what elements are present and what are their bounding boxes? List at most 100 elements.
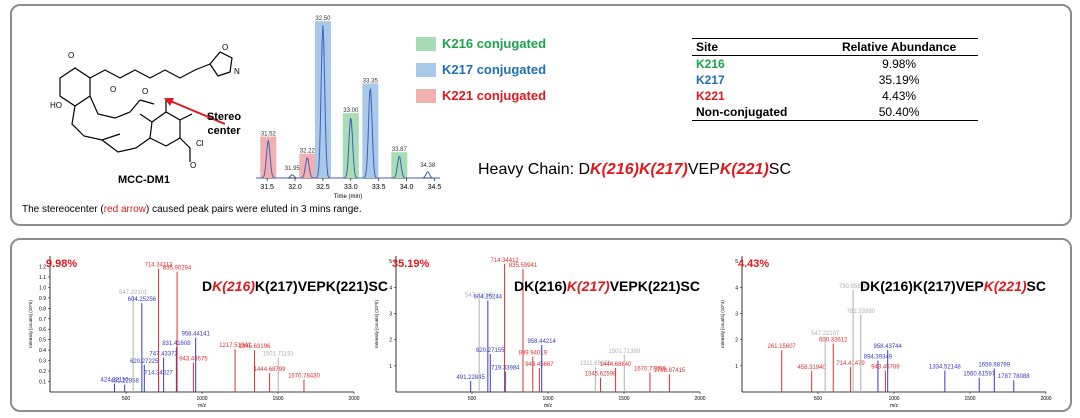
chromatogram-x-tick-label: 33.5 bbox=[372, 184, 386, 191]
spectrum-x-label: m/z bbox=[198, 403, 207, 408]
spectrum-x-tick-label: 1500 bbox=[618, 396, 629, 402]
svg-text:O: O bbox=[142, 87, 148, 96]
chromatogram-peak-box bbox=[342, 113, 359, 178]
spectrum-peak-label: 1311.65979 bbox=[580, 361, 612, 367]
spectrum-x-tick-label: 2000 bbox=[1040, 396, 1051, 402]
legend-label-k217: K217 conjugated bbox=[442, 62, 547, 77]
spectrum-peak-label: 730.85828 bbox=[839, 284, 868, 290]
table-cell-site: K216 bbox=[696, 57, 725, 71]
table-row: K221 4.43% bbox=[692, 88, 978, 104]
table-row: Non-conjugated 50.40% bbox=[692, 104, 978, 121]
spectrum-y-tick-label: 5 bbox=[389, 259, 392, 265]
legend-label-k221: K221 conjugated bbox=[442, 88, 547, 103]
spectrum-y-tick-label: 0.8 bbox=[39, 306, 46, 312]
chromatogram-peak-box bbox=[362, 83, 379, 178]
spectrum-x-label: m/z bbox=[544, 403, 553, 408]
chromatogram-chart: 31.52 31.95 32.22 32.50 33.00 33.35 33.87 34.38… bbox=[256, 16, 441, 200]
spectrum-peak-label: 1345.63196 bbox=[239, 344, 271, 350]
spectrum-peak-label: 714.34412 bbox=[490, 258, 519, 264]
spectrum-k221: 1 2 3 4 5 500 1000 1500 2000 m/z Intensity [counts… bbox=[716, 242, 1056, 409]
caption-text: The stereocenter (red arrow) caused peak… bbox=[22, 204, 362, 215]
spectrum-percent: 9.98% bbox=[46, 258, 78, 270]
spectrum-x-tick-label: 1500 bbox=[964, 396, 975, 402]
spectrum-x-tick-label: 1000 bbox=[888, 396, 899, 402]
mcc-dm1-structure-drawing: HO O O O Cl O O N bbox=[50, 43, 240, 170]
spectrum-peak-label: 547.22101 bbox=[119, 290, 148, 296]
spectrum-y-tick-label: 4 bbox=[389, 285, 392, 291]
spectrum-x-tick-label: 500 bbox=[122, 396, 131, 402]
legend-label-k216: K216 conjugated bbox=[442, 36, 547, 51]
spectrum-peak-label: 714.34113 bbox=[145, 263, 174, 269]
spectrum-y-tick-label: 2 bbox=[389, 338, 392, 344]
spectrum-peak-label: 1659.68799 bbox=[978, 362, 1010, 368]
chromatogram-peak-label: 33.87 bbox=[392, 147, 408, 153]
spectrum-peak-label: 547.22089 bbox=[465, 293, 494, 299]
chromatogram-x-tick-label: 34.0 bbox=[400, 184, 414, 191]
chromatogram-peak-label: 32.22 bbox=[300, 149, 316, 155]
legend-swatch-k217 bbox=[416, 62, 436, 77]
spectrum-x-tick-label: 500 bbox=[814, 396, 823, 402]
spectrum-peak-label: 1444.68799 bbox=[254, 367, 286, 373]
spectrum-y-tick-label: 0.4 bbox=[39, 348, 46, 354]
chromatogram-peak-label: 31.95 bbox=[285, 166, 301, 172]
chromatogram-x-tick-label: 33.0 bbox=[344, 184, 358, 191]
spectrum-peak-label: 781.33990 bbox=[847, 309, 876, 315]
spectrum-x-tick-label: 2000 bbox=[694, 396, 705, 402]
spectrum-peak-label: 620.27155 bbox=[476, 348, 505, 354]
spectrum-x-tick-label: 1000 bbox=[542, 396, 553, 402]
spectrum-y-tick-label: 1 bbox=[735, 364, 738, 370]
spectrum-peak-label: 604.25256 bbox=[128, 297, 157, 303]
spectrum-x-tick-label: 500 bbox=[468, 396, 477, 402]
spectrum-peak-label: 491.22845 bbox=[456, 375, 485, 381]
spectrum-peak-label: 943.45789 bbox=[871, 365, 900, 371]
chromatogram-peak-box bbox=[391, 152, 408, 178]
spectrum-peptide: DK(216)K(217)VEPK(221)SC bbox=[202, 278, 388, 294]
legend-k216: K216 conjugated bbox=[416, 36, 546, 51]
spectrum-peak-label: 1787.78088 bbox=[998, 374, 1030, 380]
spectrum-peak-label: 1345.62598 bbox=[585, 372, 617, 378]
table-row: K216 9.98% bbox=[692, 56, 978, 73]
spectrum-x-tick-label: 1500 bbox=[272, 396, 283, 402]
svg-text:N: N bbox=[234, 67, 240, 76]
spectrum-peak-label: 261.15607 bbox=[768, 344, 797, 350]
spectrum-peak-label: 1798.87415 bbox=[654, 368, 686, 374]
spectrum-y-label: Intensity [counts] (10^5) bbox=[374, 300, 379, 348]
spectrum-y-label: Intensity [counts] (10^4) bbox=[720, 300, 725, 348]
spectrum-peak-label: 958.43744 bbox=[873, 344, 902, 350]
spectrum-peak-label: 714.41479 bbox=[836, 361, 865, 367]
spectrum-peak-label: 1501.71191 bbox=[263, 351, 295, 357]
chromatogram-peak-box bbox=[314, 21, 331, 179]
spectrum-peak-label: 835.59941 bbox=[509, 263, 538, 269]
spectrum-y-tick-label: 3 bbox=[389, 312, 392, 318]
spectrum-y-tick-label: 0.9 bbox=[39, 296, 46, 302]
spectrum-y-tick-label: 0.3 bbox=[39, 359, 46, 365]
table-cell-value: 4.43% bbox=[882, 89, 917, 103]
spectra-panel bbox=[10, 238, 1072, 412]
spectrum-y-tick-label: 3 bbox=[735, 312, 738, 318]
spectrum-peak-label: 491.22858 bbox=[110, 379, 139, 385]
spectrum-y-tick-label: 1 bbox=[389, 364, 392, 370]
spectrum-peak-label: 1670.78430 bbox=[288, 373, 320, 379]
molecule-name: MCC-DM1 bbox=[118, 174, 170, 186]
spectrum-y-tick-label: 1.0 bbox=[39, 285, 46, 291]
spectrum-chart-k216: 0.1 0.2 0.3 0.4 0.5 0.6 0.7 0.8 0.9 1.0 1.1 1.2 500 1… bbox=[28, 256, 360, 409]
spectrum-peptide: DK(216)K(217)VEPK(221)SC bbox=[514, 278, 700, 294]
table-cell-site: Non-conjugated bbox=[692, 104, 821, 121]
spectrum-percent: 4.43% bbox=[738, 258, 770, 270]
heavy-chain-sequence: Heavy Chain: DK(216)K(217)VEPK(221)SC bbox=[478, 161, 792, 178]
table-cell-value: 35.19% bbox=[878, 73, 920, 87]
spectrum-peak-label: 958.44214 bbox=[527, 339, 556, 345]
spectrum-peak-label: 1670.77856 bbox=[634, 366, 666, 372]
chromatogram-x-tick-label: 31.5 bbox=[260, 184, 274, 191]
chromatogram-peak-label: 34.38 bbox=[420, 163, 436, 169]
spectrum-y-tick-label: 2 bbox=[735, 338, 738, 344]
table-cell-value: 9.98% bbox=[882, 57, 917, 71]
spectrum-x-tick-label: 1000 bbox=[196, 396, 207, 402]
legend-swatch-k216 bbox=[416, 36, 436, 51]
spectrum-percent: 35.19% bbox=[392, 258, 430, 270]
spectrum-y-tick-label: 1.1 bbox=[39, 275, 46, 281]
spectrum-peak-label: 604.25244 bbox=[474, 294, 503, 300]
spectrum-y-tick-label: 0.7 bbox=[39, 317, 46, 323]
svg-text:O: O bbox=[110, 85, 116, 94]
